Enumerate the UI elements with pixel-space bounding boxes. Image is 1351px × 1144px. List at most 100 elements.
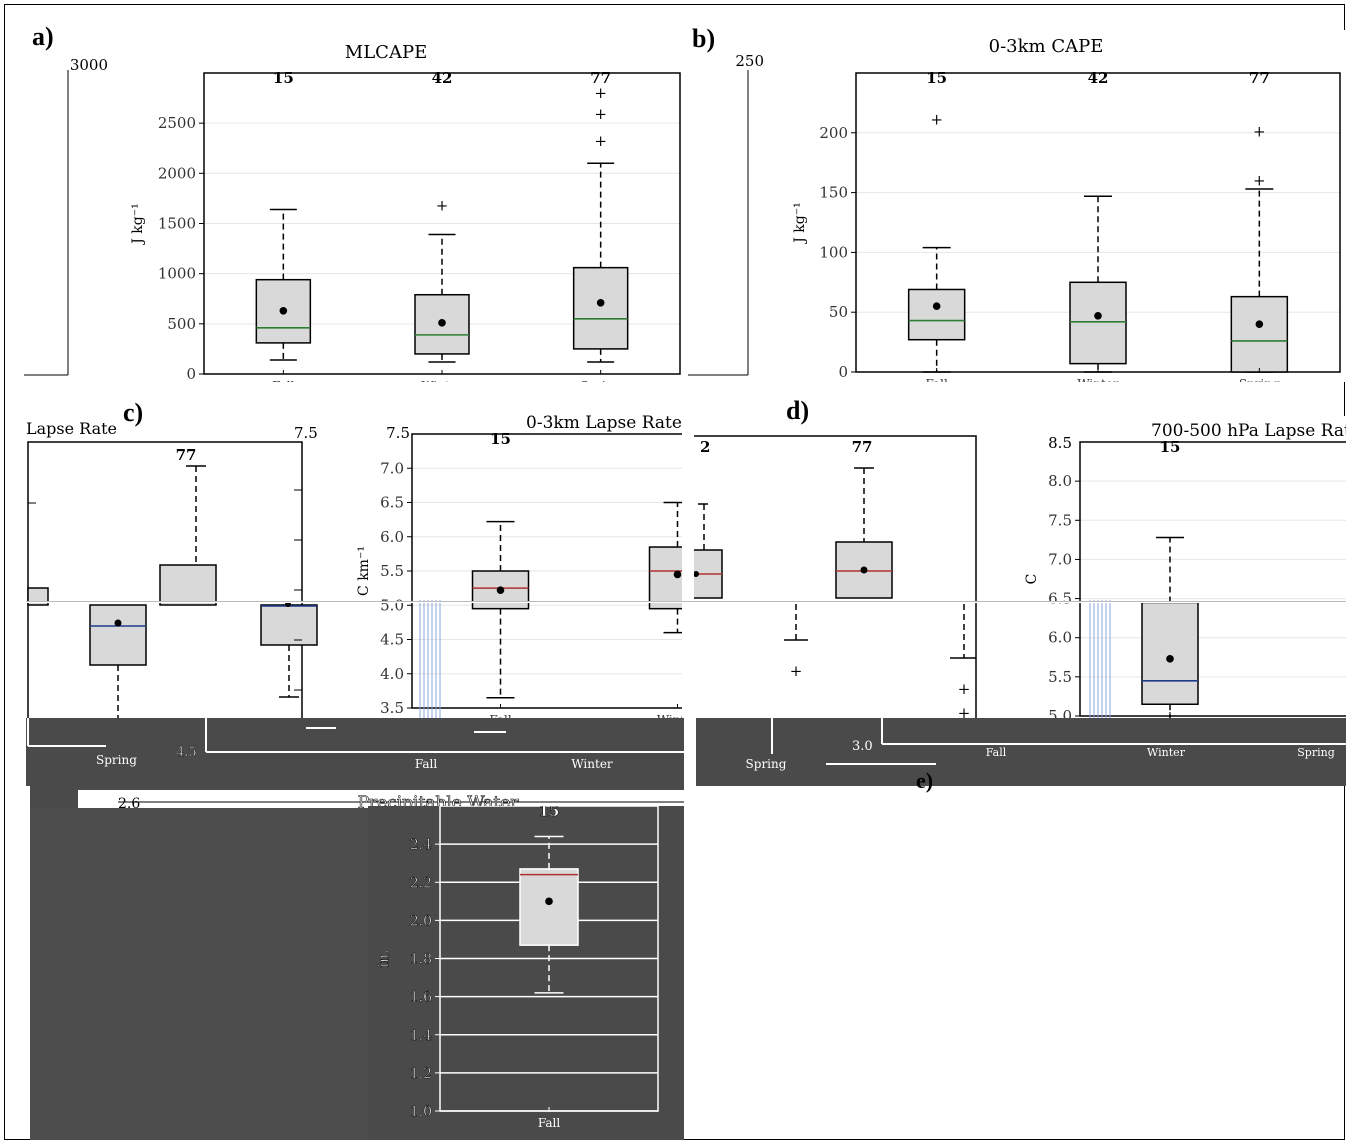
d-left-low-tick: 3.0 xyxy=(852,739,873,754)
y-tick-label: 8.0 xyxy=(1048,472,1072,490)
d-low-xlabel-fall: Fall xyxy=(986,746,1007,759)
chart-e-svg: 1.0 1.2 1.4 1.6 1.8 2.0 2.2 2.4 in. Fall 15 xyxy=(376,806,659,1130)
y-axis-label: C xyxy=(1024,574,1040,585)
sample-count: 42 xyxy=(1088,69,1109,87)
panel-label-d: d) xyxy=(786,396,810,425)
chart-title: 0-3km Lapse Rate xyxy=(526,413,682,433)
mean-marker xyxy=(1255,320,1264,328)
plot-area xyxy=(1080,442,1346,716)
y-axis-label: C km⁻¹ xyxy=(356,546,372,596)
mean-marker xyxy=(279,306,288,315)
c-left-title: Lapse Rate xyxy=(26,419,117,438)
chart-c-svg: 3.5 4.0 4.5 5.0 5.5 6.0 6.5 7.0 7.5 0-3km Lapse R… xyxy=(356,413,682,720)
glitch-strip-c xyxy=(418,600,468,718)
plot-frame xyxy=(411,433,682,709)
y-tick-label: 7.0 xyxy=(380,459,404,477)
y-tick-label: 2.4 xyxy=(410,837,432,853)
mean-marker xyxy=(673,570,682,579)
svg-text:+: + xyxy=(958,680,971,698)
panel-c: 3.5 4.0 4.5 5.0 5.5 6.0 6.5 7.0 7.5 0-3km Lapse R… xyxy=(356,408,682,720)
y-tick-label: 7.0 xyxy=(1048,550,1072,568)
outlier-marker: + xyxy=(594,105,607,123)
y-tick-label: 2.0 xyxy=(410,913,432,929)
outlier-marker: + xyxy=(1253,123,1266,141)
box xyxy=(1230,295,1289,373)
y-tick-label-top: 250 xyxy=(735,52,764,70)
c-left-tick: 7.5 xyxy=(294,424,318,442)
x-tick-label: Fall xyxy=(272,379,295,382)
y-tick-label: 2000 xyxy=(158,164,196,182)
y-tick-label-top: 3000 xyxy=(70,56,108,74)
x-tick-label: Fall xyxy=(925,377,948,382)
mean-marker xyxy=(1094,311,1102,320)
box xyxy=(572,266,629,350)
sample-count: 15 xyxy=(490,430,511,448)
y-tick-label: 6.0 xyxy=(380,528,404,546)
y-tick-label: 100 xyxy=(819,243,848,261)
sample-count: 15 xyxy=(273,69,294,87)
sample-count: 77 xyxy=(1249,69,1270,87)
y-tick-label: 200 xyxy=(819,124,848,142)
d-left-count-a: 2 xyxy=(700,438,710,456)
chart-d-svg: 5.0 5.5 6.0 6.5 7.0 7.5 8.0 8.5 700-500 hPa Laps… xyxy=(1024,421,1346,718)
c-left-count: 77 xyxy=(176,446,197,464)
c-low-xlabel-winter: Winter xyxy=(571,757,613,771)
panel-c-left-fragment: Lapse Rate 7.5 77 xyxy=(26,410,396,720)
sample-count: 77 xyxy=(590,69,611,87)
svg-text:+: + xyxy=(958,704,971,718)
y-tick-label: 2.2 xyxy=(410,875,432,891)
panel-d: 5.0 5.5 6.0 6.5 7.0 7.5 8.0 8.5 700-500 hPa Laps… xyxy=(1000,416,1346,718)
d-left-xlabel: Spring xyxy=(746,757,787,771)
y-tick-label: 7.5 xyxy=(1048,511,1072,529)
y-tick-label: 3.5 xyxy=(380,699,404,717)
y-tick-label: 5.5 xyxy=(380,562,404,580)
y-tick-label: 1.4 xyxy=(410,1028,432,1044)
y-tick-label: 1000 xyxy=(158,265,196,283)
x-tick-label: Spring xyxy=(1239,377,1280,382)
x-tick-label: Winter xyxy=(421,379,463,382)
x-tick-label: Spring xyxy=(580,379,621,382)
sample-count: 15 xyxy=(539,806,560,820)
chart-title: 0-3km CAPE xyxy=(989,36,1104,57)
panel-label-b: b) xyxy=(692,24,716,53)
y-tick-label: 4.0 xyxy=(380,665,404,683)
chart-d-left-svg: 2 77 + + + xyxy=(694,435,977,718)
y-axis-label: in. xyxy=(376,950,392,968)
sample-count: 42 xyxy=(432,69,453,87)
x-tick-label: Fall xyxy=(489,713,512,720)
box xyxy=(519,868,579,946)
chart-title: MLCAPE xyxy=(345,42,427,63)
y-tick-label: 0 xyxy=(838,363,848,381)
chart-b-svg: 0 50 100 150 200 250 0-3km CAPE J kg⁻¹ + Fall 15 Wi… xyxy=(688,36,1341,382)
panel-d-left-fragment: 2 77 + + + xyxy=(694,408,994,718)
panel-b: 0 50 100 150 200 250 0-3km CAPE J kg⁻¹ + Fall 15 Wi… xyxy=(688,30,1346,382)
outlier-marker: + xyxy=(594,84,607,102)
chart-title: 700-500 hPa Lapse Rate xyxy=(1151,421,1346,441)
sample-count: 15 xyxy=(1160,438,1181,456)
panel-e: 1.0 1.2 1.4 1.6 1.8 2.0 2.2 2.4 in. Fall 15 xyxy=(368,806,684,1140)
y-tick-label: 1.0 xyxy=(410,1104,432,1120)
mean-marker xyxy=(545,897,553,906)
y-tick-label: 4.5 xyxy=(380,631,404,649)
y-tick-label: 0 xyxy=(186,365,196,382)
y-tick-label: 1.2 xyxy=(410,1066,432,1082)
y-tick-label: 6.5 xyxy=(1048,590,1072,608)
box xyxy=(1069,281,1127,365)
x-tick-label: Fall xyxy=(538,1116,561,1130)
plot-frame xyxy=(1079,441,1346,717)
d-low-xlabel-spring: Spring xyxy=(1297,746,1334,759)
mean-marker xyxy=(496,586,505,594)
y-axis-label: J kg⁻¹ xyxy=(130,203,146,246)
dark-band-right: 3.0 Spring Fall Winter Spring xyxy=(696,718,1346,786)
c-left-low-tick: 4.5 xyxy=(176,745,197,760)
c-low-xlabel-fall: Fall xyxy=(415,757,438,771)
y-tick-label: 1500 xyxy=(158,215,196,233)
glitch-strip-d xyxy=(1088,600,1138,718)
y-tick-label-top: 7.5 xyxy=(386,424,410,442)
mean-marker xyxy=(1166,655,1174,663)
y-tick-label: 5.5 xyxy=(1048,668,1072,686)
chart-a-svg: 0 500 1000 1500 2000 2500 3000 MLCAPE J kg⁻¹ Fall… xyxy=(24,42,681,382)
panel-label-e: e) xyxy=(916,768,934,793)
outlier-marker: + xyxy=(436,196,449,214)
outlier-marker: + xyxy=(930,111,943,129)
